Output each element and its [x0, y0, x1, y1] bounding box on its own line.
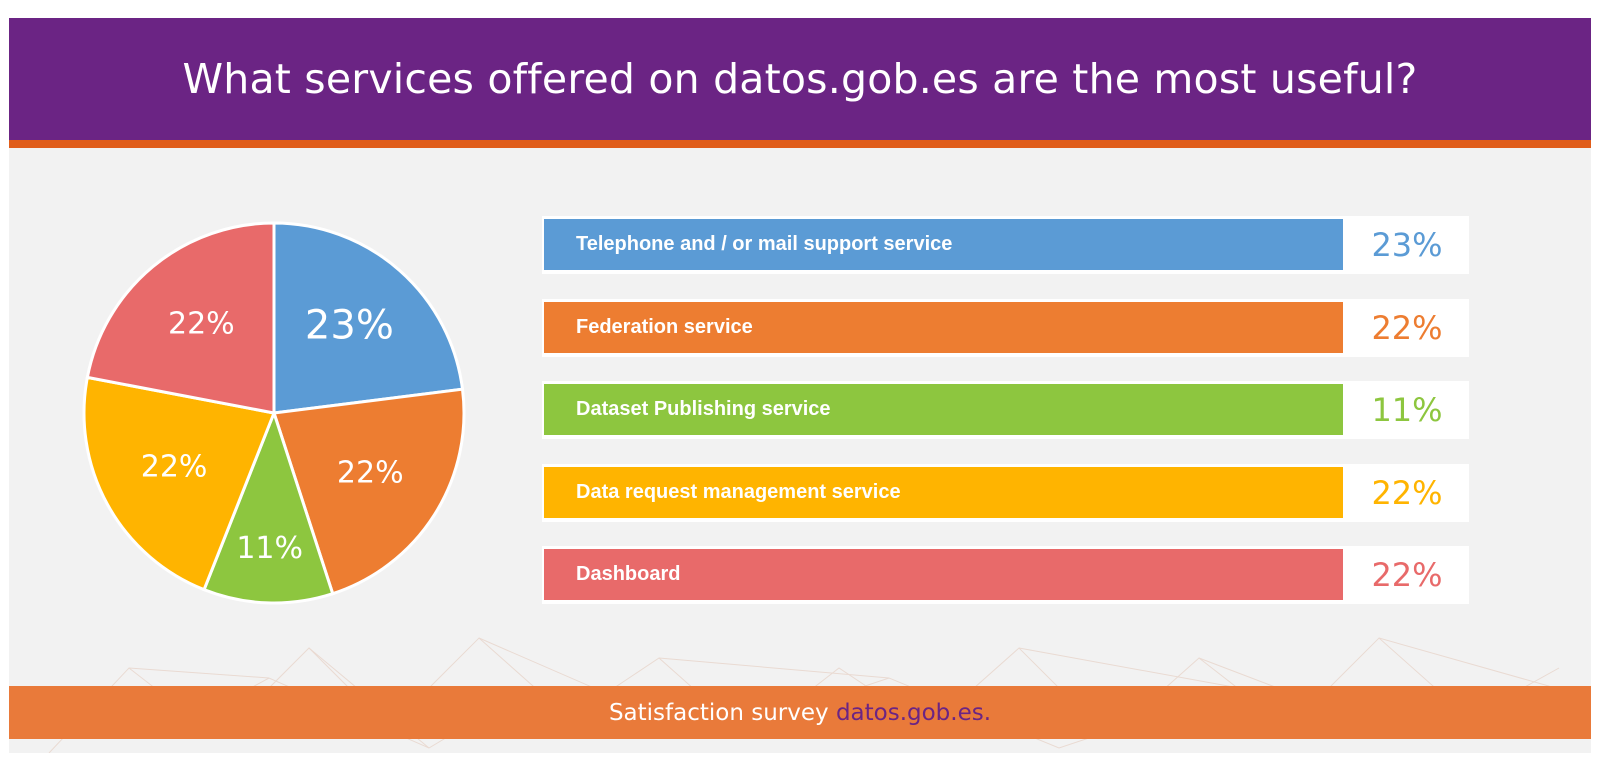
footer-link[interactable]: datos.gob.es.	[835, 699, 992, 726]
bar-category-label: Data request management service	[576, 481, 901, 503]
pie-slice	[272, 221, 465, 415]
bar-value-label: 23%	[1371, 226, 1443, 264]
bar-row: Dashboard 22%	[542, 546, 1469, 604]
infographic-frame: What services offered on datos.gob.es ar…	[9, 18, 1591, 753]
footer-banner: Satisfaction survey datos.gob.es.	[9, 686, 1591, 739]
bar-row: Data request management service 22%	[542, 464, 1469, 522]
bar-row: Federation service 22%	[542, 299, 1469, 357]
bar-value-label: 11%	[1371, 391, 1443, 429]
bar-value-label: 22%	[1371, 556, 1443, 594]
pie-slice	[85, 221, 276, 415]
bar-category-label: Dashboard	[576, 563, 681, 585]
pie-slice	[272, 387, 466, 596]
bar-value-label: 22%	[1371, 474, 1443, 512]
bar: Telephone and / or mail support service	[544, 219, 1343, 270]
footer-text: Satisfaction survey datos.gob.es.	[609, 700, 991, 726]
bar: Dashboard	[544, 549, 1343, 600]
bar-value-label: 22%	[1371, 309, 1443, 347]
footer-label: Satisfaction survey	[608, 699, 836, 726]
pie-slice-label: 23%	[305, 302, 394, 348]
pie-slice-label: 11%	[236, 531, 303, 566]
bar-category-label: Federation service	[576, 316, 753, 338]
bar: Dataset Publishing service	[544, 384, 1343, 435]
bar: Federation service	[544, 302, 1343, 353]
pie-chart: 23% 22% 11% 22% 22%	[82, 221, 466, 605]
bar-row: Dataset Publishing service 11%	[542, 381, 1469, 439]
pie-slice-label: 22%	[337, 456, 404, 491]
header-banner: What services offered on datos.gob.es ar…	[9, 18, 1591, 140]
pie-slice	[202, 408, 335, 605]
pie-slice-label: 22%	[168, 307, 235, 342]
header-stripe	[9, 140, 1591, 148]
bar-category-label: Dataset Publishing service	[576, 398, 831, 420]
pie-slice	[82, 375, 277, 592]
bar: Data request management service	[544, 467, 1343, 518]
bar-category-label: Telephone and / or mail support service	[576, 233, 953, 255]
pie-slice-label: 22%	[141, 449, 208, 484]
chart-title: What services offered on datos.gob.es ar…	[182, 55, 1418, 103]
bar-row: Telephone and / or mail support service 2…	[542, 216, 1469, 274]
